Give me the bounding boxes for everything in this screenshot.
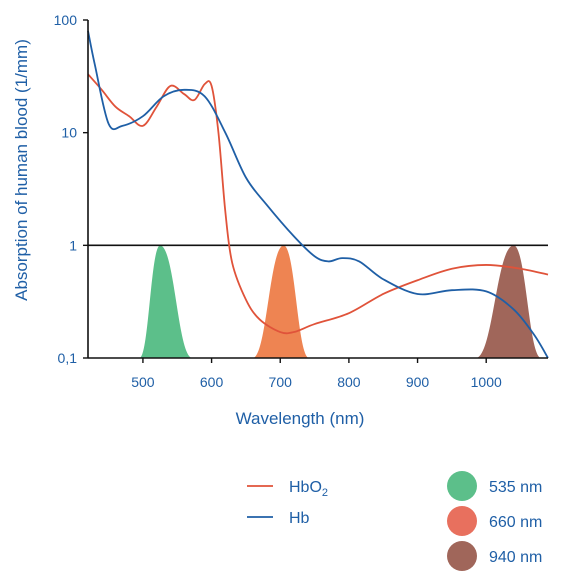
x-tick-label: 900 bbox=[406, 374, 430, 390]
x-axis-title: Wavelength (nm) bbox=[236, 409, 365, 428]
legend-label-hbo2-sub: 2 bbox=[322, 487, 328, 499]
y-tick-label: 1 bbox=[69, 237, 77, 253]
legend-label-hbo2: HbO2 bbox=[289, 479, 328, 499]
y-axis-title: Absorption of human blood (1/mm) bbox=[12, 39, 31, 301]
x-tick-label: 700 bbox=[269, 374, 293, 390]
x-tick-label: 800 bbox=[337, 374, 361, 390]
y-tick-label: 0,1 bbox=[58, 350, 78, 366]
band-940-nm bbox=[475, 245, 542, 358]
legend-dot-660 bbox=[447, 506, 477, 536]
y-ticks: 0,1 1 10 100 bbox=[54, 12, 88, 366]
series-layer bbox=[87, 30, 549, 359]
legend-label-hbo2-main: HbO bbox=[289, 479, 322, 496]
y-tick-label: 10 bbox=[61, 125, 77, 141]
series-line-hbo bbox=[87, 73, 549, 335]
x-tick-label: 500 bbox=[131, 374, 155, 390]
x-tick-label: 1000 bbox=[471, 374, 502, 390]
band-660-nm bbox=[252, 245, 310, 358]
legend: HbO2 Hb 535 nm 660 nm 940 nm bbox=[247, 471, 542, 571]
legend-label-535: 535 nm bbox=[489, 479, 542, 496]
band-layer bbox=[139, 245, 542, 358]
series-line-hb bbox=[87, 30, 549, 359]
legend-dot-940 bbox=[447, 541, 477, 571]
x-ticks: 500 600 700 800 900 1000 bbox=[131, 358, 502, 390]
legend-dot-535 bbox=[447, 471, 477, 501]
legend-label-940: 940 nm bbox=[489, 549, 542, 566]
legend-label-660: 660 nm bbox=[489, 514, 542, 531]
band-535-nm bbox=[139, 245, 193, 358]
x-tick-label: 600 bbox=[200, 374, 224, 390]
y-tick-label: 100 bbox=[54, 12, 78, 28]
legend-label-hb: Hb bbox=[289, 510, 310, 527]
